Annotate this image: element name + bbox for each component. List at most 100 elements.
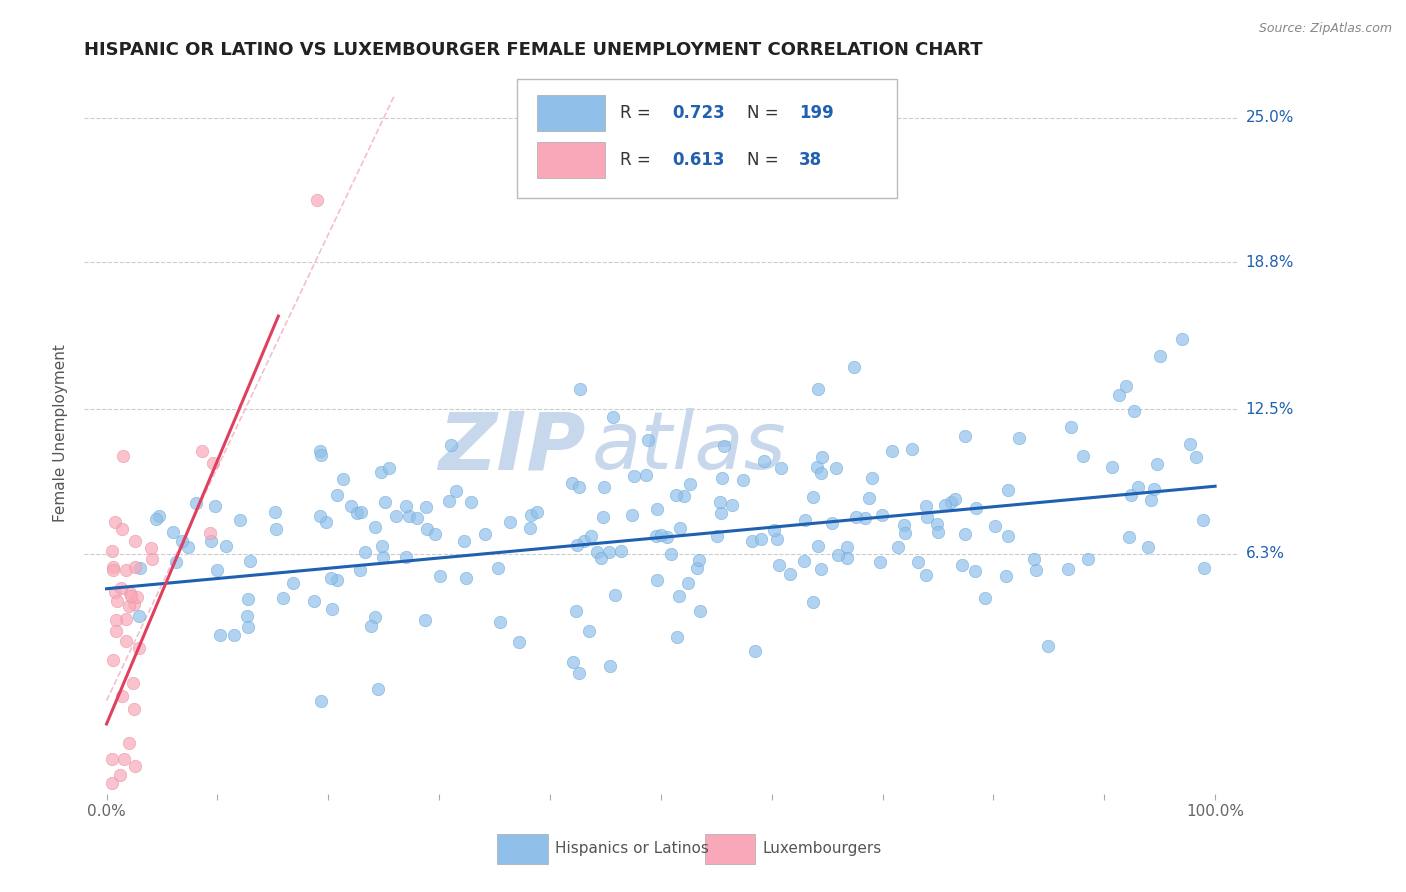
- Point: [578, 624, 600, 639]
- Point: [1146, 457, 1168, 471]
- Point: [118, 585, 141, 599]
- Point: [907, 555, 929, 569]
- Point: [1022, 551, 1045, 566]
- Point: [307, 193, 329, 207]
- Point: [754, 454, 776, 468]
- Point: [416, 522, 439, 536]
- Point: [953, 526, 976, 541]
- Point: [668, 589, 690, 603]
- Point: [165, 555, 187, 569]
- Point: [112, 752, 135, 766]
- Point: [1057, 562, 1080, 576]
- FancyBboxPatch shape: [537, 142, 606, 178]
- Point: [1140, 493, 1163, 508]
- Point: [766, 533, 789, 547]
- Text: R =: R =: [620, 151, 657, 169]
- Point: [508, 635, 530, 649]
- Text: 6.3%: 6.3%: [1246, 546, 1285, 561]
- Point: [309, 693, 332, 707]
- Point: [395, 499, 418, 513]
- Text: N =: N =: [748, 151, 785, 169]
- Point: [440, 438, 463, 452]
- Point: [115, 612, 138, 626]
- Point: [599, 659, 621, 673]
- Point: [214, 539, 236, 553]
- Point: [592, 510, 614, 524]
- Point: [346, 506, 368, 520]
- FancyBboxPatch shape: [704, 834, 755, 864]
- Point: [598, 545, 620, 559]
- Point: [124, 534, 146, 549]
- Point: [415, 613, 437, 627]
- Point: [655, 530, 678, 544]
- Point: [887, 540, 910, 554]
- Point: [349, 563, 371, 577]
- Point: [224, 627, 246, 641]
- Point: [364, 519, 387, 533]
- Point: [984, 519, 1007, 533]
- Point: [925, 516, 948, 531]
- Text: N =: N =: [748, 103, 785, 121]
- Point: [236, 609, 259, 624]
- Point: [1008, 431, 1031, 445]
- Point: [1060, 419, 1083, 434]
- Point: [645, 501, 668, 516]
- Point: [1025, 563, 1047, 577]
- FancyBboxPatch shape: [498, 834, 548, 864]
- Point: [309, 508, 332, 523]
- Point: [602, 409, 624, 424]
- Point: [239, 553, 262, 567]
- Point: [768, 558, 790, 572]
- Text: Source: ZipAtlas.com: Source: ZipAtlas.com: [1258, 22, 1392, 36]
- Point: [118, 599, 141, 614]
- Point: [208, 628, 231, 642]
- Point: [453, 534, 475, 549]
- Point: [201, 456, 224, 470]
- Point: [370, 465, 392, 479]
- Point: [901, 442, 924, 456]
- Point: [110, 581, 132, 595]
- Point: [860, 471, 883, 485]
- Point: [437, 493, 460, 508]
- Point: [686, 561, 709, 575]
- Point: [688, 552, 710, 566]
- Point: [141, 552, 163, 566]
- Point: [170, 533, 193, 548]
- Point: [741, 534, 763, 549]
- Point: [124, 759, 146, 773]
- Point: [118, 736, 141, 750]
- Point: [882, 444, 904, 458]
- Point: [710, 506, 733, 520]
- Point: [593, 480, 616, 494]
- Point: [100, 776, 122, 790]
- Point: [915, 499, 938, 513]
- Point: [474, 527, 496, 541]
- Point: [603, 588, 626, 602]
- Point: [995, 569, 1018, 583]
- Point: [228, 513, 250, 527]
- Point: [733, 473, 755, 487]
- Point: [1119, 488, 1142, 502]
- Y-axis label: Female Unemployment: Female Unemployment: [53, 343, 69, 522]
- Point: [637, 433, 659, 447]
- Point: [395, 550, 418, 565]
- Point: [934, 498, 956, 512]
- Point: [636, 467, 658, 482]
- Point: [271, 591, 294, 605]
- Point: [744, 644, 766, 658]
- Point: [350, 504, 373, 518]
- Point: [319, 571, 342, 585]
- Point: [807, 539, 830, 553]
- Point: [1194, 561, 1216, 575]
- Point: [488, 615, 510, 629]
- Point: [162, 525, 184, 540]
- Point: [974, 591, 997, 605]
- Point: [1185, 450, 1208, 464]
- Point: [354, 544, 377, 558]
- Point: [385, 509, 408, 524]
- Point: [927, 524, 949, 539]
- Point: [769, 461, 792, 475]
- Point: [997, 529, 1019, 543]
- Point: [591, 550, 613, 565]
- Point: [721, 498, 744, 512]
